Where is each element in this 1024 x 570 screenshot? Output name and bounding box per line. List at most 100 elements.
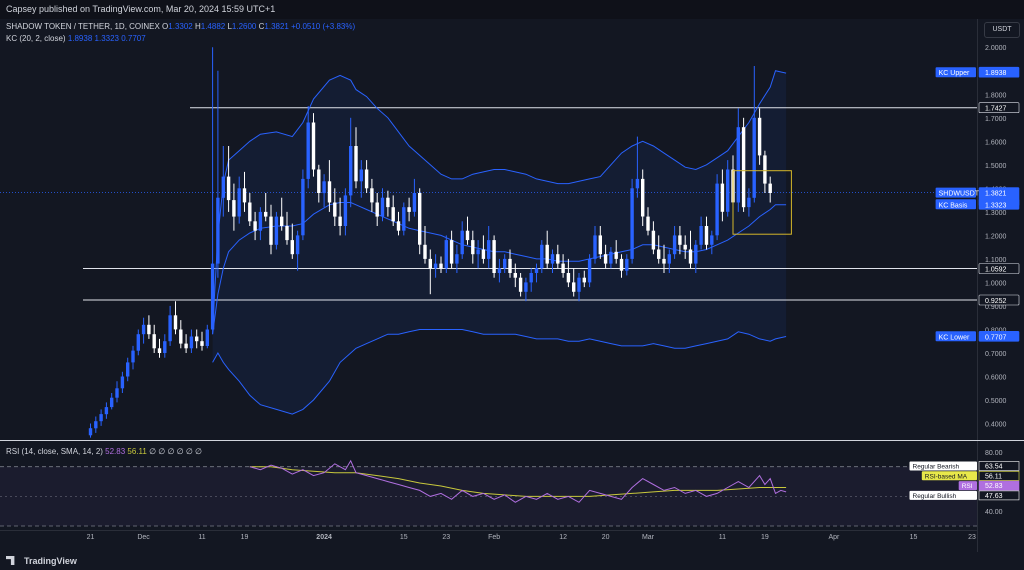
candle bbox=[757, 108, 762, 165]
candle bbox=[529, 268, 533, 292]
candle bbox=[476, 240, 480, 269]
candle bbox=[418, 188, 422, 255]
candle bbox=[179, 320, 183, 349]
price-tick-label: 1.8000 bbox=[985, 92, 1007, 99]
candle bbox=[290, 223, 294, 259]
candle-body bbox=[317, 169, 321, 193]
candle-body bbox=[619, 258, 624, 271]
candle bbox=[184, 334, 188, 353]
tradingview-brand: TradingView bbox=[24, 556, 77, 566]
candle-body bbox=[327, 181, 332, 203]
candle bbox=[561, 254, 565, 278]
kc-legend-part: KC (20, 2, close) bbox=[6, 34, 68, 43]
time-tick-label: 19 bbox=[241, 534, 249, 541]
candle-body bbox=[104, 407, 109, 415]
series-name-tag bbox=[935, 199, 976, 210]
candle bbox=[524, 277, 528, 302]
candle bbox=[508, 249, 512, 278]
candle-body bbox=[460, 230, 464, 255]
candle bbox=[444, 235, 448, 273]
candle-body bbox=[566, 273, 571, 283]
candle bbox=[147, 315, 151, 339]
candle-body bbox=[694, 244, 698, 264]
candle-body bbox=[205, 329, 209, 346]
candle bbox=[322, 174, 326, 208]
candle-body bbox=[423, 244, 427, 259]
candle-body bbox=[237, 188, 241, 217]
candle bbox=[720, 169, 725, 222]
candle-body bbox=[359, 169, 363, 182]
candle-body bbox=[444, 240, 448, 269]
rsi-axis-label bbox=[978, 461, 1020, 471]
tradingview-logo[interactable]: TradingView bbox=[6, 552, 77, 570]
kc-upper-line bbox=[212, 70, 787, 330]
price-chart[interactable]: 2.00001.80001.70001.60001.50001.40001.30… bbox=[0, 19, 1024, 552]
price-tick-label: 1.0000 bbox=[985, 280, 1007, 287]
candle bbox=[380, 188, 385, 222]
rsi-name-label: RSI-based MA bbox=[925, 473, 968, 480]
candle-body bbox=[481, 249, 486, 259]
candle-body bbox=[625, 258, 629, 271]
candle bbox=[285, 211, 289, 245]
candle bbox=[694, 240, 698, 273]
legend-part: 1.4882 bbox=[201, 22, 228, 31]
time-tick-label: 2024 bbox=[316, 534, 332, 541]
candle bbox=[593, 226, 597, 264]
legend-part: 1.3821 bbox=[264, 22, 291, 31]
candle bbox=[646, 207, 650, 236]
candle-body bbox=[513, 273, 517, 278]
candle-body bbox=[253, 221, 257, 231]
legend-part: C bbox=[259, 22, 265, 31]
candle bbox=[614, 240, 618, 264]
candle bbox=[407, 197, 411, 222]
candle-body bbox=[131, 350, 135, 363]
candle-body bbox=[524, 282, 528, 292]
rsi-legend: RSI (14, close, SMA, 14, 2) 52.83 56.11 … bbox=[6, 447, 202, 456]
candle bbox=[455, 244, 459, 273]
candle bbox=[333, 188, 337, 226]
candle-body bbox=[508, 258, 512, 273]
candle bbox=[428, 249, 432, 295]
candle-body bbox=[487, 240, 491, 259]
series-name-tag bbox=[935, 67, 976, 78]
candle bbox=[253, 211, 257, 241]
candle-body bbox=[609, 251, 613, 264]
kc-basis-line bbox=[212, 202, 787, 335]
legend-part: L bbox=[227, 22, 232, 31]
candle bbox=[688, 230, 693, 269]
candle bbox=[763, 150, 767, 193]
candle-body bbox=[322, 181, 326, 194]
candle bbox=[460, 221, 464, 259]
candle bbox=[545, 230, 549, 269]
price-axis-value: 1.3323 bbox=[985, 202, 1007, 209]
currency-button[interactable]: USDT bbox=[984, 22, 1020, 38]
candle bbox=[710, 230, 714, 255]
candle-body bbox=[221, 176, 225, 198]
candle-body bbox=[380, 197, 385, 217]
price-tick-label: 1.1000 bbox=[985, 257, 1007, 264]
candle bbox=[370, 178, 374, 212]
time-tick-label: 23 bbox=[442, 534, 450, 541]
legend-part: SHADOW TOKEN / TETHER, 1D, COINEX bbox=[6, 22, 162, 31]
ohlc-legend: SHADOW TOKEN / TETHER, 1D, COINEX O1.330… bbox=[6, 22, 355, 31]
candle bbox=[120, 371, 125, 393]
rsi-axis-value: 56.11 bbox=[985, 473, 1002, 480]
candle-body bbox=[242, 188, 247, 203]
candle-body bbox=[503, 258, 507, 269]
candle bbox=[487, 226, 491, 269]
candle-body bbox=[136, 334, 140, 351]
candle bbox=[396, 211, 401, 236]
series-name-label: KC Basis bbox=[939, 202, 968, 209]
price-tick-label: 1.7000 bbox=[985, 116, 1007, 123]
price-axis-value: 0.7707 bbox=[985, 334, 1007, 341]
candle-body bbox=[349, 146, 353, 196]
candle-body bbox=[216, 197, 220, 264]
candle bbox=[641, 169, 645, 226]
candle bbox=[412, 178, 417, 217]
price-tick-label: 0.7000 bbox=[985, 351, 1007, 358]
candle-body bbox=[226, 176, 231, 201]
candle bbox=[587, 254, 592, 288]
candle bbox=[232, 183, 236, 231]
candle-body bbox=[157, 348, 162, 353]
rsi-name-label: RSI bbox=[962, 483, 973, 490]
